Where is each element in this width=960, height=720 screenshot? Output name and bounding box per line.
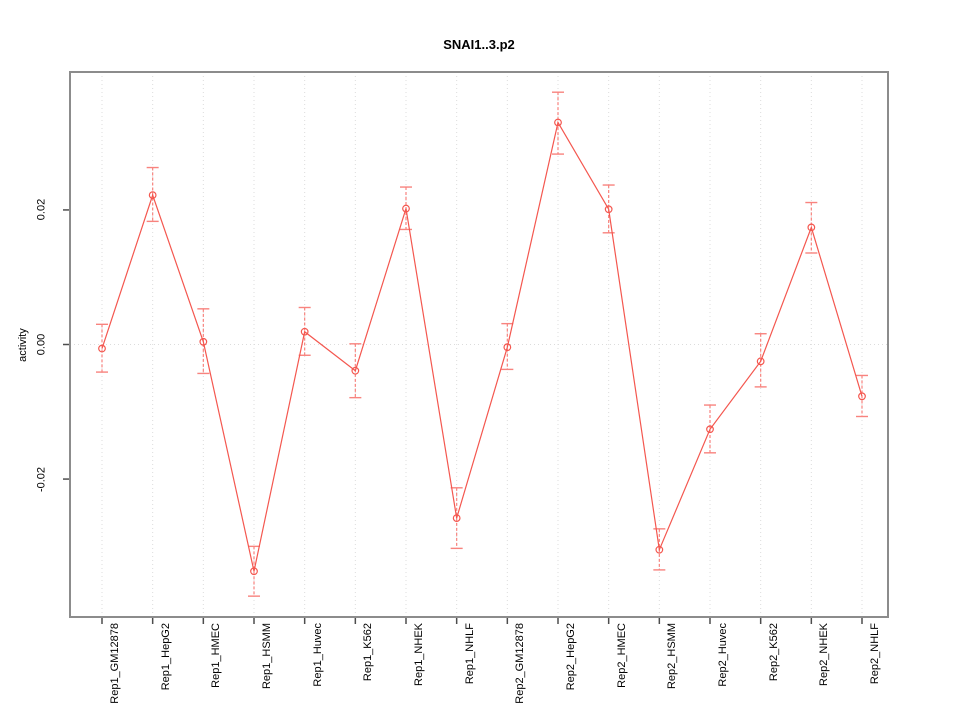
data-point xyxy=(402,204,410,213)
x-tick-label: Rep2_NHEK xyxy=(818,623,831,686)
chart-title: SNAI1..3.p2 xyxy=(443,37,515,52)
x-tick-label: Rep2_GM12878 xyxy=(514,623,527,704)
x-tick-label: Rep1_K562 xyxy=(362,623,375,682)
series-line xyxy=(101,120,863,572)
data-point xyxy=(756,357,765,366)
x-tick-label: Rep1_GM12878 xyxy=(109,623,121,704)
data-point xyxy=(148,191,157,200)
data-point xyxy=(199,337,208,346)
data-point xyxy=(655,545,664,554)
x-tick-label: Rep1_NHLF xyxy=(463,623,476,685)
x-tick-label: Rep2_HepG2 xyxy=(565,623,577,691)
x-tick-label: Rep2_HMEC xyxy=(615,623,628,688)
x-tick-label: Rep2_NHLF xyxy=(869,623,881,685)
data-point xyxy=(300,327,309,336)
x-tick-label: Rep1_HMEC xyxy=(210,623,223,688)
x-tick-label: Rep1_HepG2 xyxy=(159,623,172,691)
data-point xyxy=(452,514,461,522)
data-point xyxy=(604,205,613,214)
x-tick-label: Rep1_NHEK xyxy=(413,623,425,686)
data-point xyxy=(706,425,714,434)
y-tick-label: -0.02 xyxy=(35,466,48,492)
data-point xyxy=(858,392,866,401)
x-tick-label: Rep1_Huvec xyxy=(311,623,324,687)
x-tick-label: Rep2_K562 xyxy=(767,623,780,682)
plot-box xyxy=(69,71,889,618)
x-tick-label: Rep1_HSMM xyxy=(261,623,273,690)
x-tick-label: Rep2_Huvec xyxy=(717,623,729,687)
data-point xyxy=(807,223,816,232)
data-point xyxy=(250,567,258,576)
data-point xyxy=(351,366,360,375)
x-tick-label: Rep2_HSMM xyxy=(666,623,679,690)
data-point xyxy=(503,343,512,352)
data-point xyxy=(554,118,562,127)
data-point xyxy=(98,344,106,353)
y-tick-label: 0.00 xyxy=(35,333,48,356)
y-tick-label: 0.02 xyxy=(35,199,48,221)
